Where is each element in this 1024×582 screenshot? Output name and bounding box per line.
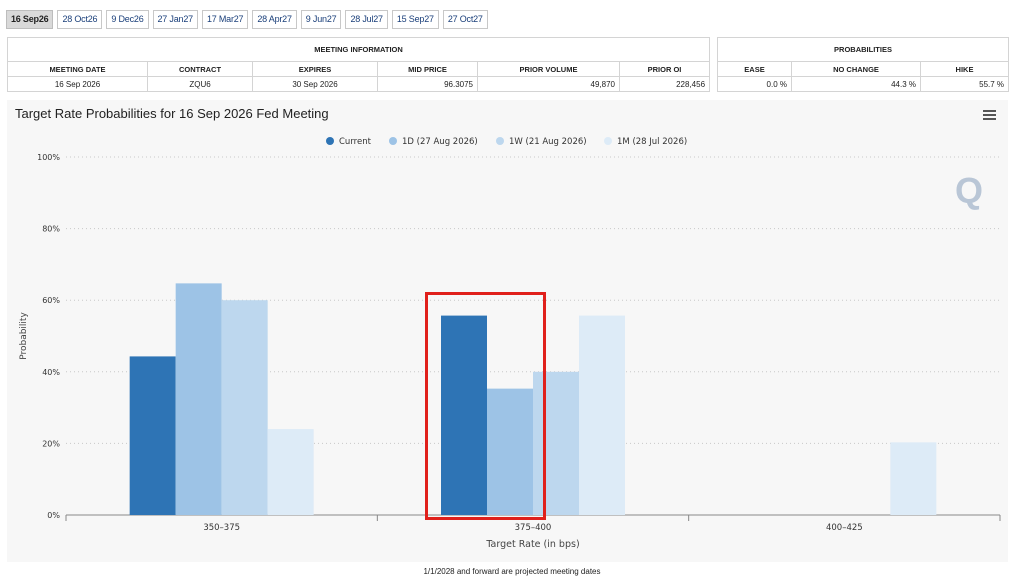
x-axis-label: Target Rate (in bps) xyxy=(485,539,579,550)
legend-label-2: 1W (21 Aug 2026) xyxy=(509,137,587,147)
legend-marker-1 xyxy=(389,137,397,145)
cell-prior-oi: 228,456 xyxy=(618,76,711,92)
col-contract: CONTRACT xyxy=(147,61,253,77)
legend-marker-0 xyxy=(326,137,334,145)
col-meeting-date: MEETING DATE xyxy=(7,61,148,77)
bar-350-375-3 xyxy=(267,429,314,515)
col-mid-price: MID PRICE xyxy=(377,61,478,77)
chart-menu-icon[interactable] xyxy=(983,110,996,120)
col-prior-oi: PRIOR OI xyxy=(618,61,711,77)
tab-meeting-9[interactable]: 27 Oct27 xyxy=(442,10,488,29)
tab-meeting-5[interactable]: 28 Apr27 xyxy=(252,10,297,29)
y-tick-label: 40% xyxy=(42,368,60,377)
cell-ease: 0.0 % xyxy=(717,76,792,92)
table-row: 0.0 % 44.3 % 55.7 % xyxy=(717,76,1010,92)
cell-mid-price: 96.3075 xyxy=(377,76,478,92)
meeting-information-header: MEETING INFORMATION xyxy=(6,37,711,62)
bar-375-400-1 xyxy=(487,388,533,515)
cme-q-logo: Q xyxy=(955,170,984,211)
legend-marker-3 xyxy=(604,137,612,145)
bar-375-400-2 xyxy=(533,371,579,515)
probabilities-table: PROBABILITIES EASE NO CHANGE HIKE 0.0 % … xyxy=(716,37,1010,92)
legend-label-3: 1M (28 Jul 2026) xyxy=(617,137,687,147)
x-tick-label: 350–375 xyxy=(203,523,240,533)
bar-400-425-3 xyxy=(890,442,937,515)
table-row: 16 Sep 2026 ZQU6 30 Sep 2026 96.3075 49,… xyxy=(7,76,711,92)
y-tick-label: 100% xyxy=(37,153,60,162)
tab-meeting-8[interactable]: 15 Sep27 xyxy=(391,10,439,29)
tab-meeting-2[interactable]: 9 Dec26 xyxy=(106,10,149,29)
tab-meeting-0[interactable]: 16 Sep26 xyxy=(6,10,54,29)
y-tick-label: 0% xyxy=(47,511,60,520)
bar-350-375-1 xyxy=(175,283,222,515)
bar-375-400-3 xyxy=(579,315,625,515)
tab-meeting-4[interactable]: 17 Mar27 xyxy=(201,10,249,29)
cell-meeting-date: 16 Sep 2026 xyxy=(7,76,148,92)
col-ease: EASE xyxy=(717,61,792,77)
bar-350-375-2 xyxy=(221,300,268,515)
col-no-change: NO CHANGE xyxy=(791,61,921,77)
x-tick-label: 375–400 xyxy=(515,523,552,533)
bar-375-400-0 xyxy=(441,315,487,515)
legend-label-0: Current xyxy=(339,137,372,147)
x-tick-label: 400–425 xyxy=(826,523,863,533)
col-hike: HIKE xyxy=(919,61,1010,77)
meeting-information-table: MEETING INFORMATION MEETING DATE CONTRAC… xyxy=(6,37,711,92)
y-tick-label: 80% xyxy=(42,225,60,234)
tab-meeting-7[interactable]: 28 Jul27 xyxy=(345,10,388,29)
meeting-date-tabs: 16 Sep26 28 Oct26 9 Dec26 27 Jan27 17 Mar27 2… xyxy=(6,10,488,29)
bar-350-375-0 xyxy=(129,356,176,515)
y-tick-label: 20% xyxy=(42,439,60,448)
cell-hike: 55.7 % xyxy=(919,76,1010,92)
tab-meeting-1[interactable]: 28 Oct26 xyxy=(57,10,103,29)
y-axis-label: Probability xyxy=(19,312,29,360)
y-tick-label: 60% xyxy=(42,296,60,305)
col-prior-volume: PRIOR VOLUME xyxy=(477,61,620,77)
tab-meeting-3[interactable]: 27 Jan27 xyxy=(152,10,198,29)
tab-meeting-6[interactable]: 9 Jun27 xyxy=(300,10,342,29)
footnote: 1/1/2028 and forward are projected meeti… xyxy=(423,567,601,576)
legend-marker-2 xyxy=(496,137,504,145)
legend-label-1: 1D (27 Aug 2026) xyxy=(402,137,478,147)
chart-title: Target Rate Probabilities for 16 Sep 202… xyxy=(15,106,329,121)
